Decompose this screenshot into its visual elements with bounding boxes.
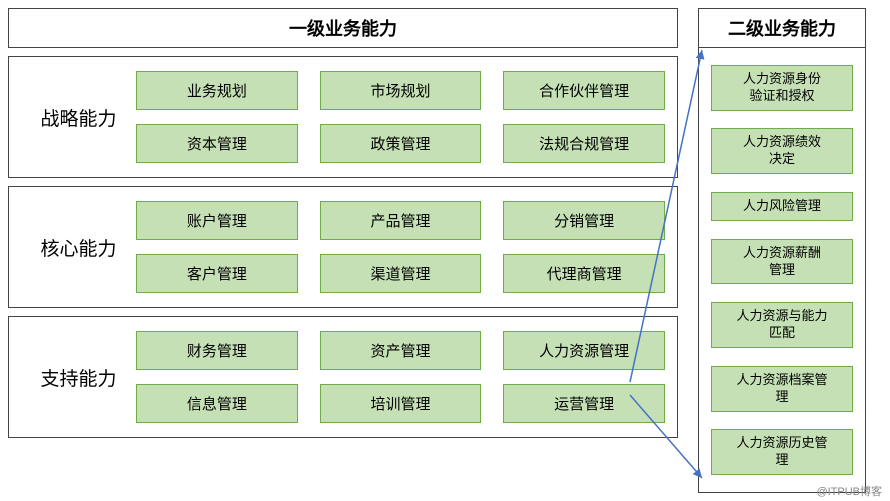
capability-box: 政策管理	[320, 124, 482, 163]
capability-box: 渠道管理	[320, 254, 482, 293]
capability-box: 资本管理	[136, 124, 298, 163]
watermark: @ITPUB博客	[816, 483, 882, 499]
sub-capability-box: 人力资源身份验证和授权	[711, 65, 853, 111]
capability-box: 法规合规管理	[503, 124, 665, 163]
capability-box: 产品管理	[320, 201, 482, 240]
section-label: 核心能力	[21, 234, 136, 261]
section-support: 支持能力 财务管理 资产管理 人力资源管理 信息管理 培训管理 运营管理	[8, 316, 678, 438]
capability-box: 业务规划	[136, 71, 298, 110]
sub-capability-box: 人力资源薪酬管理	[711, 239, 853, 285]
capability-box: 运营管理	[503, 384, 665, 423]
sub-capability-box: 人力资源档案管理	[711, 366, 853, 412]
section-label: 支持能力	[21, 364, 136, 391]
sub-capability-box: 人力资源历史管理	[711, 429, 853, 475]
sub-capability-box: 人力资源绩效决定	[711, 128, 853, 174]
level2-header: 二级业务能力	[699, 9, 865, 48]
level2-panel: 二级业务能力 人力资源身份验证和授权 人力资源绩效决定 人力风险管理 人力资源薪…	[698, 8, 866, 493]
capability-box: 市场规划	[320, 71, 482, 110]
section-label: 战略能力	[21, 104, 136, 131]
capability-box-hr: 人力资源管理	[503, 331, 665, 370]
capability-box: 分销管理	[503, 201, 665, 240]
capability-box: 培训管理	[320, 384, 482, 423]
sub-capability-box: 人力资源与能力匹配	[711, 302, 853, 348]
section-strategy: 战略能力 业务规划 市场规划 合作伙伴管理 资本管理 政策管理 法规合规管理	[8, 56, 678, 178]
capability-box: 账户管理	[136, 201, 298, 240]
level1-header: 一级业务能力	[8, 8, 678, 48]
sub-capability-box: 人力风险管理	[711, 192, 853, 221]
capability-box: 客户管理	[136, 254, 298, 293]
capability-box: 信息管理	[136, 384, 298, 423]
capability-box: 合作伙伴管理	[503, 71, 665, 110]
capability-box: 代理商管理	[503, 254, 665, 293]
section-core: 核心能力 账户管理 产品管理 分销管理 客户管理 渠道管理 代理商管理	[8, 186, 678, 308]
capability-box: 资产管理	[320, 331, 482, 370]
capability-box: 财务管理	[136, 331, 298, 370]
level1-panel: 一级业务能力 战略能力 业务规划 市场规划 合作伙伴管理 资本管理 政策管理 法…	[8, 8, 678, 493]
